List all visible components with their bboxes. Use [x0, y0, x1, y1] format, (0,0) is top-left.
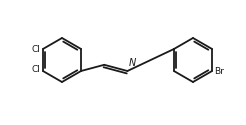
Text: Cl: Cl [31, 46, 40, 54]
Text: N: N [128, 58, 136, 68]
Text: Br: Br [214, 68, 224, 76]
Text: Cl: Cl [31, 66, 40, 74]
